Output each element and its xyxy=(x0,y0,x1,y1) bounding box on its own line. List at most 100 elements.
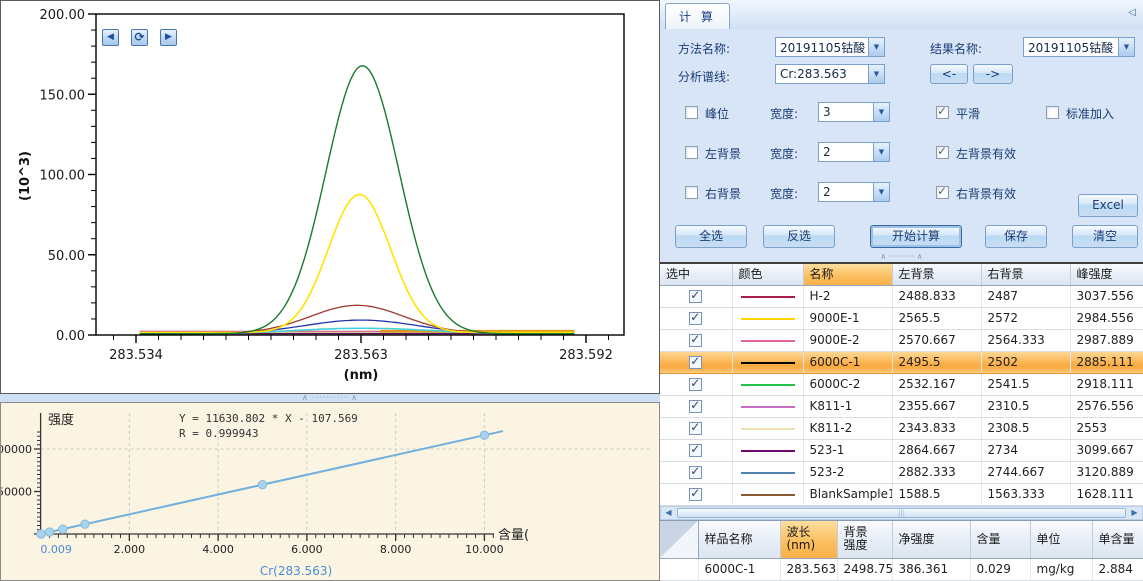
smooth-checkbox[interactable] xyxy=(936,104,949,119)
scroll-right-icon[interactable]: ▶ xyxy=(1131,508,1138,517)
sample-col-header-0[interactable]: 选中 xyxy=(660,264,733,286)
calibration-point[interactable] xyxy=(36,529,46,539)
calibration-point[interactable] xyxy=(80,519,90,529)
chevron-down-icon[interactable]: ▼ xyxy=(873,143,889,161)
result-col-header-4[interactable]: 含量 xyxy=(970,521,1031,559)
calibration-point[interactable] xyxy=(44,527,55,537)
right-background-width-select[interactable]: 2 ▼ xyxy=(818,182,890,202)
invert-selection-button[interactable]: 反选 xyxy=(763,225,835,248)
cell-checked[interactable] xyxy=(660,461,733,484)
scroll-left-icon[interactable]: ◀ xyxy=(665,508,672,517)
row-checkbox[interactable] xyxy=(689,332,703,347)
start-calculate-button[interactable]: 开始计算 xyxy=(870,225,962,248)
row-checkbox[interactable] xyxy=(689,442,703,457)
cell-checked[interactable] xyxy=(660,351,733,374)
chevron-down-icon[interactable]: ▼ xyxy=(868,38,884,56)
calibration-point[interactable] xyxy=(479,430,490,440)
scrollbar-thumb[interactable]: ||| xyxy=(677,508,1126,518)
result-row[interactable]: 6000C-1 283.563 2498.75 386.361 0.029 mg/kg 2.… xyxy=(660,558,1143,581)
row-checkbox[interactable] xyxy=(689,354,703,369)
cell-checked[interactable] xyxy=(660,285,733,308)
right-background-valid-checkbox[interactable] xyxy=(936,184,949,199)
sample-col-header-2[interactable]: 名称 xyxy=(803,264,893,286)
peak-width-select[interactable]: 3 ▼ xyxy=(818,102,890,122)
row-checkbox[interactable] xyxy=(689,310,703,325)
chevron-down-icon[interactable]: ▼ xyxy=(873,103,889,121)
left-background-checkbox[interactable] xyxy=(685,146,698,159)
spectral-chart-panel: 0.00 50.00 100.00 150.00 200.00 283.534 283.56… xyxy=(0,0,660,394)
sample-col-header-3[interactable]: 左背景 xyxy=(892,264,982,286)
x-tick-label: 283.534 xyxy=(109,348,163,363)
horizontal-splitter[interactable]: ∧ ·········· ∧ xyxy=(0,394,660,402)
cell-checked[interactable] xyxy=(660,483,733,506)
clear-button[interactable]: 清空 xyxy=(1072,225,1138,248)
select-all-corner-cell[interactable] xyxy=(660,521,699,559)
chevron-down-icon[interactable]: ▼ xyxy=(868,65,884,83)
result-col-header-1[interactable]: 波长 (nm) xyxy=(780,521,838,559)
x-axis-title: (nm) xyxy=(344,368,379,383)
refresh-spectrum-button[interactable]: ⟳ xyxy=(131,29,148,46)
row-checkbox[interactable] xyxy=(689,398,703,413)
row-checkbox[interactable] xyxy=(689,420,703,435)
result-name-select[interactable]: 20191105钴酸 ▼ xyxy=(1023,37,1135,57)
left-background-width-select[interactable]: 2 ▼ xyxy=(818,142,890,162)
sample-col-header-5[interactable]: 峰强度 xyxy=(1070,264,1143,286)
result-col-header-6[interactable]: 单含量 xyxy=(1092,521,1143,559)
excel-export-button[interactable]: Excel xyxy=(1078,194,1138,217)
result-col-header-5[interactable]: 单位 xyxy=(1030,521,1093,559)
cell-color xyxy=(732,307,804,330)
right-background-checkbox[interactable] xyxy=(685,186,698,199)
collapse-panel-icon[interactable]: ◁ xyxy=(1128,7,1136,18)
chevron-down-icon[interactable]: ▼ xyxy=(1118,38,1134,56)
standard-addition-checkbox[interactable] xyxy=(1046,106,1059,119)
cell-checked[interactable] xyxy=(660,439,733,462)
sample-col-header-4[interactable]: 右背景 xyxy=(981,264,1071,286)
left-background-label: 左背景 xyxy=(705,147,742,161)
cell-right-bg: 2310.5 xyxy=(981,395,1071,418)
row-checkbox[interactable] xyxy=(689,464,703,479)
next-spectrum-button[interactable]: ▶ xyxy=(160,29,177,46)
method-name-select[interactable]: 20191105钴酸 ▼ xyxy=(775,37,885,57)
panel-splitter[interactable]: ∧ ·········· ∧ xyxy=(660,253,1143,261)
prev-spectrum-button[interactable]: ◀ xyxy=(102,29,119,46)
row-checkbox[interactable] xyxy=(689,376,703,391)
tab-calculate[interactable]: 计 算 xyxy=(665,3,730,29)
save-button[interactable]: 保存 xyxy=(985,225,1047,248)
result-col-header-2[interactable]: 背景 强度 xyxy=(837,521,893,559)
method-name-label: 方法名称: xyxy=(678,42,731,56)
analysis-line-select[interactable]: Cr:283.563 ▼ xyxy=(775,64,885,84)
select-all-button[interactable]: 全选 xyxy=(675,225,747,248)
cell-checked[interactable] xyxy=(660,329,733,352)
calibration-point[interactable] xyxy=(58,524,68,534)
row-checkbox[interactable] xyxy=(689,486,703,501)
calibration-point[interactable] xyxy=(257,479,268,490)
row-checkbox[interactable] xyxy=(689,288,703,303)
left-background-valid-checkbox[interactable] xyxy=(936,144,949,159)
cell-checked[interactable] xyxy=(660,395,733,418)
horizontal-scrollbar[interactable]: ◀ ||| ▶ xyxy=(660,506,1143,520)
result-col-header-3[interactable]: 净强度 xyxy=(892,521,971,559)
chevron-down-icon[interactable]: ▼ xyxy=(873,183,889,201)
sample-col-header-1[interactable]: 颜色 xyxy=(732,264,804,286)
cell-left-bg: 2488.833 xyxy=(892,285,982,308)
result-col-header-0[interactable]: 样品名称 xyxy=(698,521,781,559)
cell-checked[interactable] xyxy=(660,373,733,396)
cell-checked[interactable] xyxy=(660,417,733,440)
cell-checked[interactable] xyxy=(660,307,733,330)
color-swatch xyxy=(740,317,795,320)
right-background-width-value: 2 xyxy=(823,185,831,199)
prev-result-button[interactable]: <- xyxy=(930,64,968,84)
row-selector-cell[interactable] xyxy=(660,558,699,581)
next-result-button[interactable]: -> xyxy=(973,64,1013,84)
peak-position-checkbox[interactable] xyxy=(685,106,698,119)
